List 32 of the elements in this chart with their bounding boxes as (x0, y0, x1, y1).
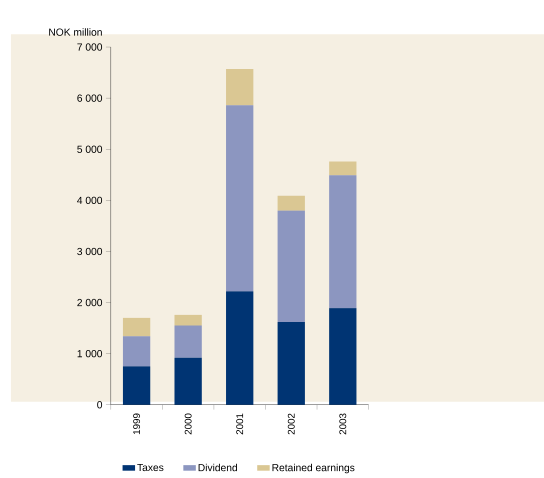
bar (226, 291, 254, 405)
y-tick-label: 2 000 (77, 298, 102, 306)
bar (174, 358, 202, 405)
y-tick-label: 5 000 (77, 146, 102, 153)
bar (174, 325, 202, 358)
y-tick-label: 7 000 (77, 43, 102, 51)
bar (278, 210, 305, 322)
bar (122, 318, 150, 336)
bar (329, 175, 356, 308)
x-tick-label: 2001 (236, 413, 244, 434)
bar (122, 336, 150, 366)
y-tick-label: 4 000 (77, 196, 102, 204)
legend-label: Retained earnings (272, 464, 354, 474)
x-tick-label: 2000 (184, 413, 192, 434)
x-tick-label: 1999 (133, 413, 140, 434)
bar (122, 366, 150, 405)
y-tick-label: 3 000 (77, 248, 102, 255)
bar (278, 322, 305, 405)
bar (329, 161, 356, 176)
x-tick-label: 2002 (288, 413, 295, 434)
y-tick-label: 0 (97, 401, 102, 408)
y-axis-title: NOK million (49, 28, 102, 36)
bar (329, 308, 356, 405)
bar (226, 68, 254, 106)
y-tick-label: 1 000 (78, 350, 102, 358)
x-tick-label: 2003 (339, 413, 346, 434)
y-tick-label: 6 000 (77, 94, 102, 102)
bar (226, 105, 254, 292)
bar (174, 314, 202, 326)
bar (278, 196, 305, 210)
legend-label: Taxes (137, 464, 164, 471)
legend-label: Dividend (198, 464, 237, 472)
